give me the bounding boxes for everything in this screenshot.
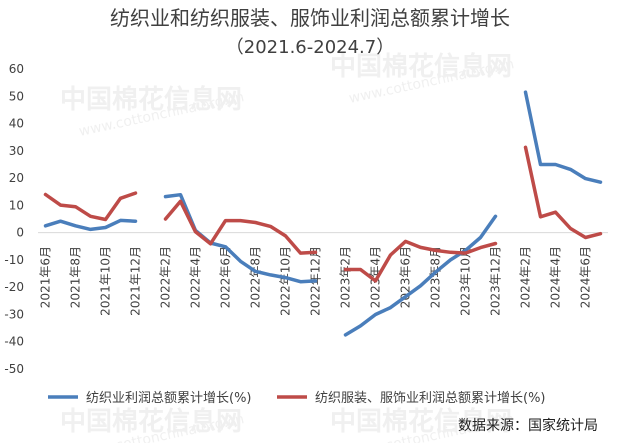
series-line-2 xyxy=(163,199,318,255)
legend-label-2: 纺织服装、服饰业利润总额累计增长(%) xyxy=(315,391,546,406)
legend: 纺织业利润总额累计增长(%) 纺织服装、服饰业利润总额累计增长(%) xyxy=(48,391,546,406)
y-tick-label: 60 xyxy=(9,62,24,76)
x-tick-label: 2022年8月 xyxy=(249,246,263,308)
y-tick-label: -20 xyxy=(4,280,24,294)
x-tick-label: 2022年2月 xyxy=(159,246,173,308)
series-line-2 xyxy=(523,145,603,240)
chart-title: 纺织业和纺织服装、服饰业利润总额累计增长 xyxy=(110,6,510,30)
x-tick-label: 2021年10月 xyxy=(99,246,113,316)
x-tick-label: 2023年12月 xyxy=(489,246,503,316)
series-line-2 xyxy=(343,239,498,283)
x-tick-label: 2024年6月 xyxy=(579,246,593,308)
y-tick-label: 20 xyxy=(9,171,24,185)
series-line-1 xyxy=(43,218,138,232)
x-tick-label: 2023年10月 xyxy=(459,246,473,316)
legend-label-1: 纺织业利润总额累计增长(%) xyxy=(86,391,252,406)
x-tick-label: 2024年2月 xyxy=(519,246,533,308)
x-tick-label: 2024年4月 xyxy=(549,246,563,308)
series-line-1 xyxy=(343,214,498,337)
chart-subtitle: （2021.6-2024.7） xyxy=(226,37,394,58)
source-note: 数据来源：国家统计局 xyxy=(458,417,598,434)
x-tick-label: 2022年6月 xyxy=(219,246,233,308)
watermark-text: 中国棉花信息网 xyxy=(60,84,242,115)
y-tick-label: 0 xyxy=(16,226,24,240)
x-tick-label: 2023年8月 xyxy=(429,246,443,308)
x-tick-label: 2021年6月 xyxy=(39,246,53,308)
x-tick-label: 2022年10月 xyxy=(279,246,293,316)
y-tick-label: -40 xyxy=(4,335,24,349)
x-tick-label: 2021年12月 xyxy=(129,246,143,316)
y-tick-label: 30 xyxy=(9,144,24,158)
x-tick-label: 2023年4月 xyxy=(369,246,383,308)
series-layer xyxy=(43,90,603,337)
y-tick-label: 50 xyxy=(9,89,24,103)
axes: 60 50 40 30 20 10 0 -10 -20 -30 -40 -50 2021年6月 2021年… xyxy=(4,62,608,376)
watermark-text: 中国棉花信息网 xyxy=(60,406,242,437)
series-line-2 xyxy=(43,191,138,222)
x-tick-label: 2022年4月 xyxy=(189,246,203,308)
y-tick-label: -50 xyxy=(4,362,24,376)
x-tick-label: 2023年2月 xyxy=(339,246,353,308)
watermark-text: 中国棉花信息网 xyxy=(330,406,512,437)
series-line-1 xyxy=(523,90,603,184)
y-tick-label: -30 xyxy=(4,307,24,321)
y-tick-label: -10 xyxy=(4,253,24,267)
y-tick-label: 10 xyxy=(9,198,24,212)
x-tick-label: 2021年8月 xyxy=(69,246,83,308)
y-tick-label: 40 xyxy=(9,117,24,131)
watermark-text: 中国棉花信息网 xyxy=(330,51,512,82)
